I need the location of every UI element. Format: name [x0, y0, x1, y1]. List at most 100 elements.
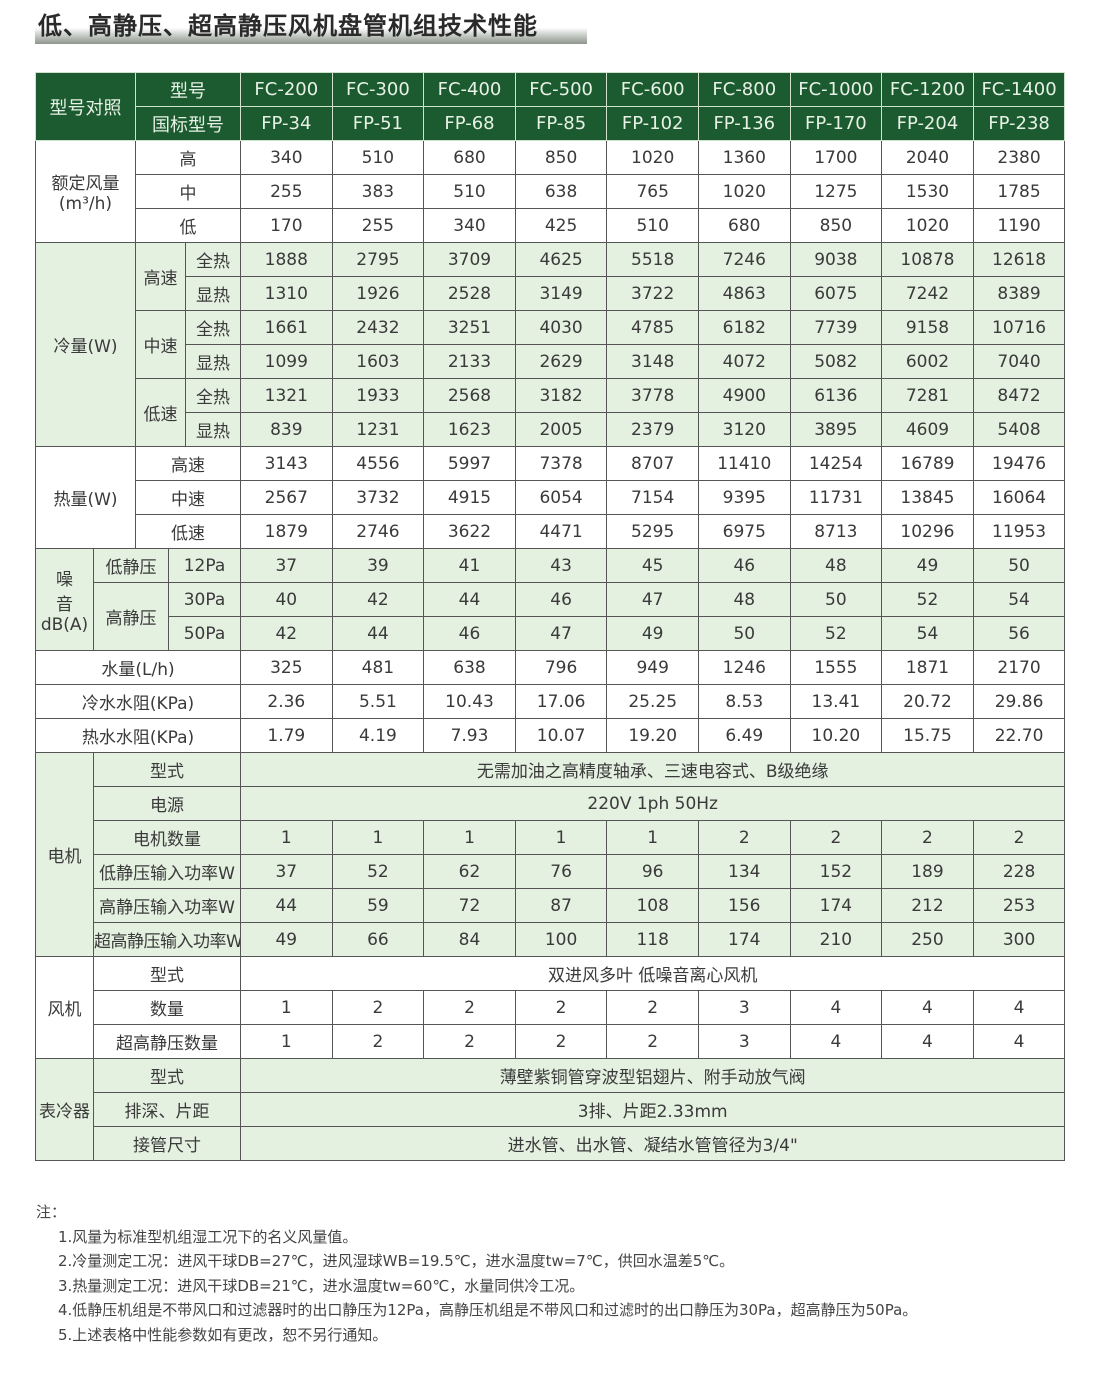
value-cell: 2567	[240, 480, 333, 515]
value-cell: 42	[331, 582, 425, 617]
value-cell: 87	[514, 888, 608, 923]
value-cell: 2	[972, 820, 1066, 855]
table-row: 低速 1879 2746 3622 4471 5295 6975 8713 10296 11953	[36, 514, 1066, 549]
value-cell: 174	[697, 922, 791, 957]
pressure-label: 低静压	[93, 548, 169, 583]
section-label: 噪音 dB(A)	[35, 548, 94, 651]
value-cell: 10.07	[514, 718, 608, 753]
value-cell: 118	[606, 922, 699, 957]
value-cell: 1246	[697, 650, 791, 685]
notes: 注： 1.风量为标准型机组湿工况下的名义风量值。 2.冷量测定工况：进风干球DB…	[36, 1200, 917, 1347]
value-cell: 39	[331, 548, 425, 583]
value-cell: 4030	[514, 310, 608, 345]
value-cell: 255	[331, 208, 425, 243]
airflow-unit: (m³/h)	[58, 194, 113, 214]
table-row: 中 255 383 510 638 765 1020 1275 1530 1785	[36, 174, 1066, 209]
value-cell: 5408	[972, 412, 1066, 447]
row-label: 全热	[184, 378, 242, 413]
value-cell: 1	[240, 990, 333, 1025]
value-cell: 4900	[697, 378, 791, 413]
value-cell: 4	[881, 1024, 974, 1059]
value-cell: 6975	[697, 514, 791, 549]
table-row: 超高静压数量 1 2 2 2 2 3 4 4 4	[36, 1024, 1066, 1059]
header-label: 型号	[134, 72, 242, 107]
value-cell: 11953	[972, 514, 1066, 549]
row-label: 高速	[134, 446, 242, 481]
value-cell: 14254	[789, 446, 883, 481]
value-cell: 1190	[972, 208, 1066, 243]
table-row: 热量(W) 高速 3143 4556 5997 7378 8707 11410 14254 167…	[35, 446, 1066, 549]
value-cell: FP-136	[697, 106, 791, 141]
value-cell: 11410	[697, 446, 791, 481]
row-label: 低	[134, 208, 242, 243]
value-cell: 7040	[972, 344, 1066, 379]
value-cell: 37	[240, 548, 333, 583]
value-cell: 9158	[881, 310, 974, 345]
value-cell: 7.93	[423, 718, 516, 753]
value-cell: 3143	[240, 446, 333, 481]
value-cell: 2528	[423, 276, 516, 311]
value-cell: 5082	[789, 344, 883, 379]
value-cell: 2	[881, 820, 974, 855]
value-cell: 1871	[881, 650, 974, 685]
value-cell: 1	[240, 820, 333, 855]
value-cell: 425	[514, 208, 608, 243]
value-cell: FC-1400	[972, 72, 1066, 107]
value-cell: 340	[240, 140, 333, 175]
value-cell: 25.25	[606, 684, 699, 719]
value-cell: 680	[697, 208, 791, 243]
value-cell: 19476	[972, 446, 1066, 481]
table-row: 中速 全热 1661 2432 3251 4030 4785 6182 7739 9158 1071…	[36, 310, 1066, 379]
value-cell: 44	[423, 582, 516, 617]
value-cell: 1623	[423, 412, 516, 447]
merged-value-cell: 3排、片距2.33mm	[240, 1092, 1066, 1127]
row-label: 中速	[134, 480, 242, 515]
row-label: 显热	[184, 276, 242, 311]
table-row: 国标型号 FP-34 FP-51 FP-68 FP-85 FP-102 FP-136 FP-1…	[36, 106, 1066, 141]
value-cell: 96	[606, 854, 699, 889]
value-cell: 2133	[423, 344, 516, 379]
row-label: 50Pa	[167, 616, 242, 651]
row-label: 30Pa	[167, 582, 242, 617]
value-cell: 3709	[423, 242, 516, 277]
value-cell: 7739	[789, 310, 883, 345]
table-row: 中速 2567 3732 4915 6054 7154 9395 11731 13845 1606…	[36, 480, 1066, 515]
table-row: 冷水水阻(KPa) 2.36 5.51 10.43 17.06 25.25 8.53 13.4…	[34, 684, 1066, 719]
value-cell: 6002	[881, 344, 974, 379]
value-cell: 84	[423, 922, 516, 957]
value-cell: 76	[514, 854, 608, 889]
value-cell: 49	[606, 616, 699, 651]
value-cell: 1555	[789, 650, 883, 685]
value-cell: 15.75	[881, 718, 974, 753]
table-row: 低速 全热 1321 1933 2568 3182 3778 4900 6136 7281 8472	[36, 378, 1066, 447]
value-cell: 1933	[331, 378, 425, 413]
value-cell: 174	[789, 888, 883, 923]
value-cell: 7378	[514, 446, 608, 481]
value-cell: 50	[789, 582, 883, 617]
title-bar	[35, 8, 587, 44]
table-row: 50Pa 42 44 46 47 49 50 52 54 56	[36, 616, 1066, 651]
value-cell: 50	[972, 548, 1066, 583]
note-item: 3.热量测定工况：进风干球DB=21℃，进水温度tw=60℃，水量同供冷工况。	[58, 1276, 585, 1295]
value-cell: 300	[972, 922, 1066, 957]
value-cell: 1360	[697, 140, 791, 175]
value-cell: 52	[881, 582, 974, 617]
value-cell: 40	[240, 582, 333, 617]
value-cell: 3251	[423, 310, 516, 345]
value-cell: 6136	[789, 378, 883, 413]
value-cell: 2040	[881, 140, 974, 175]
value-cell: FP-238	[972, 106, 1066, 141]
value-cell: 4	[972, 1024, 1066, 1059]
section-label: 额定风量 (m³/h)	[35, 140, 136, 243]
table-row: 排深、片距 3排、片距2.33mm	[36, 1092, 1066, 1127]
speed-label: 高速	[135, 242, 186, 311]
value-cell: 62	[423, 854, 516, 889]
section-label: 热量(W)	[35, 446, 136, 549]
value-cell: 510	[606, 208, 699, 243]
table-row: 表冷器 型式 薄壁紫铜管穿波型铝翅片、附手动放气阀	[35, 1058, 1066, 1161]
notes-heading: 注：	[36, 1203, 67, 1221]
value-cell: 4	[972, 990, 1066, 1025]
note-item: 4.低静压机组是不带风口和过滤器时的出口静压为12Pa，高静压机组是不带风口和过…	[58, 1301, 918, 1319]
row-label: 冷水水阻(KPa)	[34, 684, 242, 719]
value-cell: 1	[331, 820, 425, 855]
